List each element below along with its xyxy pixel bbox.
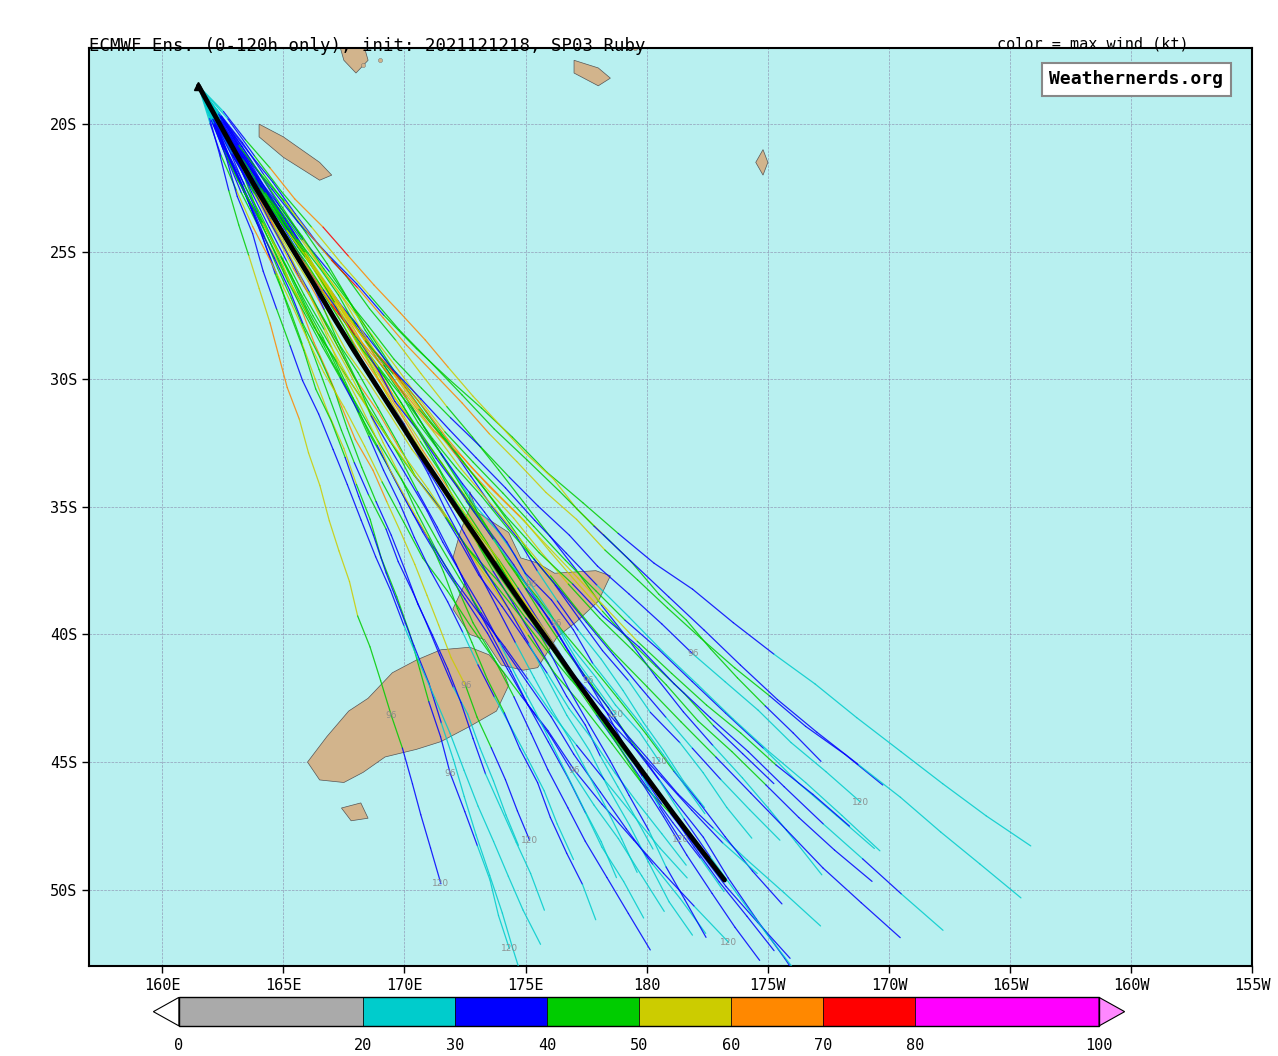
Text: 120: 120 (852, 797, 869, 807)
Text: Weathernerds.org: Weathernerds.org (1049, 71, 1223, 89)
Polygon shape (308, 647, 509, 782)
Polygon shape (341, 803, 368, 821)
Text: 50: 50 (630, 1038, 648, 1053)
Text: 96: 96 (525, 580, 537, 589)
Text: 0: 0 (174, 1038, 184, 1053)
Bar (823, 997, 915, 1026)
Text: 96: 96 (551, 619, 562, 627)
Bar (639, 997, 731, 1026)
Text: 70: 70 (814, 1038, 832, 1053)
Text: 100: 100 (1085, 1038, 1113, 1053)
Text: 96: 96 (569, 766, 580, 775)
Polygon shape (574, 60, 611, 86)
Text: 120: 120 (720, 938, 737, 947)
Text: 96: 96 (386, 712, 397, 720)
Text: 80: 80 (906, 1038, 924, 1053)
Text: 120: 120 (651, 757, 668, 767)
Text: 120: 120 (432, 880, 450, 888)
Text: 96: 96 (460, 681, 472, 691)
Text: 120: 120 (671, 835, 689, 844)
Text: 96: 96 (688, 649, 699, 659)
Polygon shape (259, 125, 332, 181)
Polygon shape (755, 150, 768, 175)
Text: 120: 120 (607, 710, 625, 719)
Bar (915, 997, 1099, 1026)
Text: color = max wind (kt): color = max wind (kt) (997, 37, 1189, 52)
Text: 120: 120 (501, 944, 518, 953)
Text: 40: 40 (538, 1038, 556, 1053)
Bar (731, 997, 823, 1026)
Polygon shape (153, 997, 179, 1026)
Polygon shape (336, 10, 368, 73)
Bar (363, 997, 455, 1026)
Bar (179, 997, 363, 1026)
Polygon shape (1099, 997, 1125, 1026)
Bar (547, 997, 639, 1026)
Bar (179, 997, 1099, 1026)
Text: 120: 120 (521, 835, 538, 845)
Text: 60: 60 (722, 1038, 740, 1053)
Text: ECMWF Ens. (0-120h only), init: 2021121218, SP03 Ruby: ECMWF Ens. (0-120h only), init: 20211212… (89, 37, 645, 55)
Text: 96: 96 (581, 677, 593, 685)
Text: 96: 96 (445, 769, 456, 778)
Polygon shape (452, 492, 611, 671)
Bar (455, 997, 547, 1026)
Text: 20: 20 (354, 1038, 372, 1053)
Text: 30: 30 (446, 1038, 464, 1053)
